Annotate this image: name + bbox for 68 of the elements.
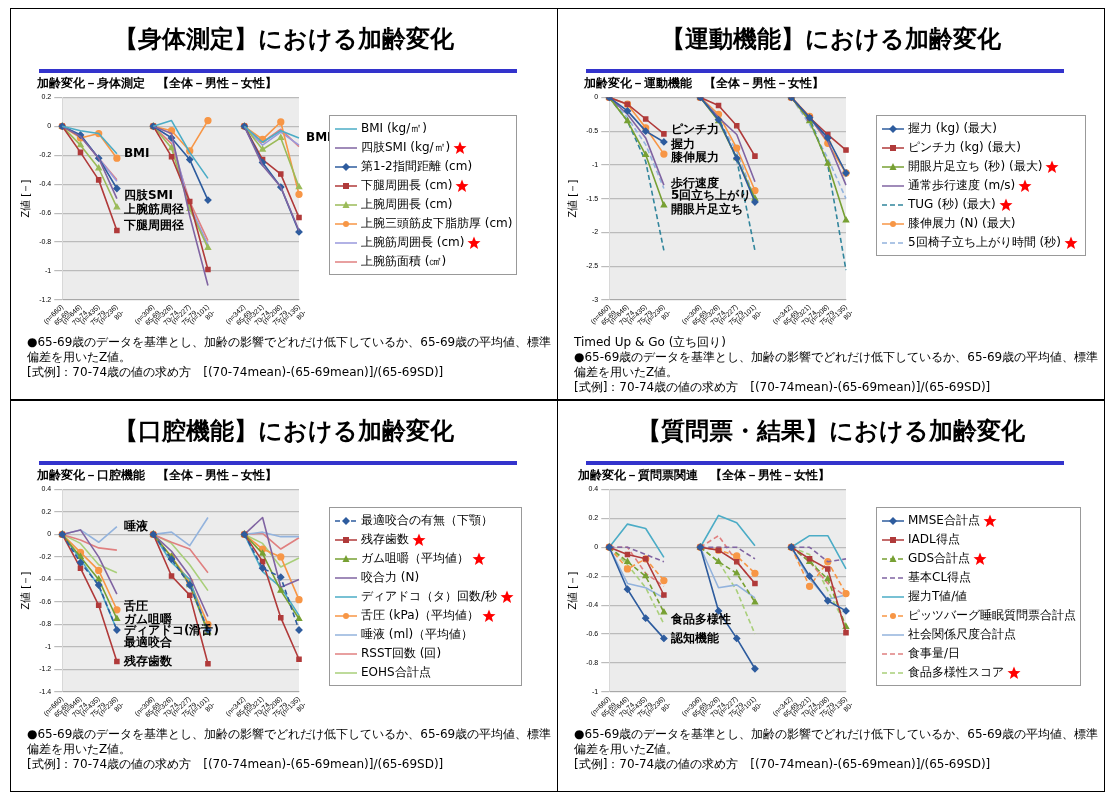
text: Timed Up & Go (立ち回り): [574, 335, 727, 350]
text: ●65-69歳のデータを基準とし、加齢の影響でどれだけ低下しているか、65-69歳の平均値、標準偏差を用いたZ値。: [27, 727, 552, 757]
text: [式例]：70-74歳の値の求め方 [(70-74mean)-(65-69mean)]/(65-69SD)]: [574, 380, 992, 395]
legend-label: 舌圧 (kPa)（平均値）: [361, 607, 480, 624]
chart-title: 【身体測定】における加齢変化: [113, 24, 455, 55]
chart-title: 【運動機能】における加齢変化: [660, 24, 1002, 55]
annotation: 歩行速度: [669, 175, 719, 190]
legend-label: RSST回数 (回): [361, 645, 442, 662]
chart-subtitle: 加齢変化－身体測定 【全体－男性－女性】: [36, 76, 277, 91]
legend-label: 開眼片足立ち (秒) (最大): [908, 158, 1043, 175]
text: ●65-69歳のデータを基準とし、加齢の影響でどれだけ低下しているか、65-69歳の平均値、標準偏差を用いたZ値。: [27, 335, 552, 365]
legend-label: 上腕周囲長 (cm): [361, 196, 453, 213]
text: ●65-69歳のデータを基準とし、加齢の影響でどれだけ低下しているか、65-69歳の平均値、標準偏差を用いたZ値。: [574, 350, 1099, 380]
annotation: 上腕筋周径: [122, 202, 184, 217]
annotation: 膝伸展力: [669, 150, 719, 165]
legend-label: BMI (kg/㎡): [361, 120, 427, 137]
text: ●65-69歳のデータを基準とし、加齢の影響でどれだけ低下しているか、65-69歳の平均値、標準偏差を用いたZ値。: [574, 727, 1099, 757]
legend-label: 唾液 (ml)（平均値）: [361, 626, 474, 643]
annotation: 5回立ち上がり: [670, 188, 752, 203]
annotation: 認知機能: [669, 630, 720, 645]
chart-subtitle: 加齢変化－運動機能 【全体－男性－女性】: [583, 76, 824, 91]
legend-label: 社会関係尺度合計点: [908, 626, 1016, 643]
legend-label: ガム咀嚼（平均値）: [361, 550, 469, 567]
legend-label: 上腕筋面積 (㎠): [361, 253, 447, 270]
legend-label: 食品多様性スコア: [908, 664, 1004, 681]
legend-label: 握力 (kg) (最大): [908, 120, 997, 137]
annotation: 握力: [669, 136, 695, 151]
annotation: BMI: [123, 145, 150, 160]
legend-label: EOHS合計点: [361, 664, 431, 681]
legend-label: 上腕筋周囲長 (cm): [361, 234, 465, 251]
y-axis-title: Z値 [－]: [18, 179, 31, 218]
legend-label: IADL得点: [908, 531, 960, 548]
annotation: 開眼片足立ち: [670, 201, 743, 216]
legend-label: 通常歩行速度 (m/s): [908, 177, 1016, 194]
legend-label: 下腿周囲長 (cm): [361, 177, 453, 194]
legend-label: TUG (秒) (最大): [908, 196, 996, 213]
legend-label: 残存歯数: [361, 531, 409, 548]
legend-label: 咬合力 (N): [361, 569, 420, 586]
legend-label: 握力T値/値: [908, 588, 968, 605]
chart-subtitle: 加齢変化－口腔機能 【全体－男性－女性】: [36, 468, 277, 483]
legend-label: 膝伸展力 (N) (最大): [908, 215, 1016, 232]
legend-label: 食事量/日: [908, 645, 961, 662]
annotation: 下腿周囲径: [122, 218, 184, 233]
legend-label: 第1-2指間距離 (cm): [361, 158, 473, 175]
legend-label: GDS合計点: [908, 550, 971, 567]
annotation: ピンチ力: [670, 121, 719, 136]
chart-title: 【質問票・結果】における加齢変化: [636, 416, 1026, 447]
legend-label: 四肢SMI (kg/㎡): [361, 139, 451, 156]
annotation: 唾液: [123, 518, 149, 533]
legend-label: MMSE合計点: [908, 512, 980, 529]
text: [式例]：70-74歳の値の求め方 [(70-74mean)-(65-69mean)]/(65-69SD)]: [574, 757, 992, 772]
legend-label: 基本CL得点: [908, 569, 972, 586]
chart-title: 【口腔機能】における加齢変化: [113, 416, 455, 447]
chart-subtitle: 加齢変化－質問票関連 【全体－男性－女性】: [577, 468, 830, 483]
y-axis-title: Z値 [－]: [18, 571, 31, 610]
text: [式例]：70-74歳の値の求め方 [(70-74mean)-(65-69mean)]/(65-69SD)]: [27, 757, 445, 772]
y-axis-title: Z値 [－]: [565, 179, 578, 218]
legend-label: ディアドコ（タ）回数/秒: [361, 588, 498, 605]
legend-label: 最適咬合の有無（下顎）: [361, 512, 493, 529]
legend-label: ピッツバーグ睡眠質問票合計点: [908, 607, 1076, 624]
legend-label: ピンチ力 (kg) (最大): [908, 139, 1021, 156]
text: [式例]：70-74歳の値の求め方 [(70-74mean)-(65-69mean)]/(65-69SD)]: [27, 365, 445, 380]
legend-label: 上腕三頭筋皮下脂肪厚 (cm): [361, 215, 513, 232]
y-axis-title: Z値 [－]: [565, 571, 578, 610]
annotation: 舌圧: [122, 598, 148, 613]
annotation: 四肢SMI: [123, 187, 173, 202]
legend-label: 5回椅子立ち上がり時間 (秒): [908, 234, 1061, 251]
annotation: 残存歯数: [122, 653, 173, 668]
